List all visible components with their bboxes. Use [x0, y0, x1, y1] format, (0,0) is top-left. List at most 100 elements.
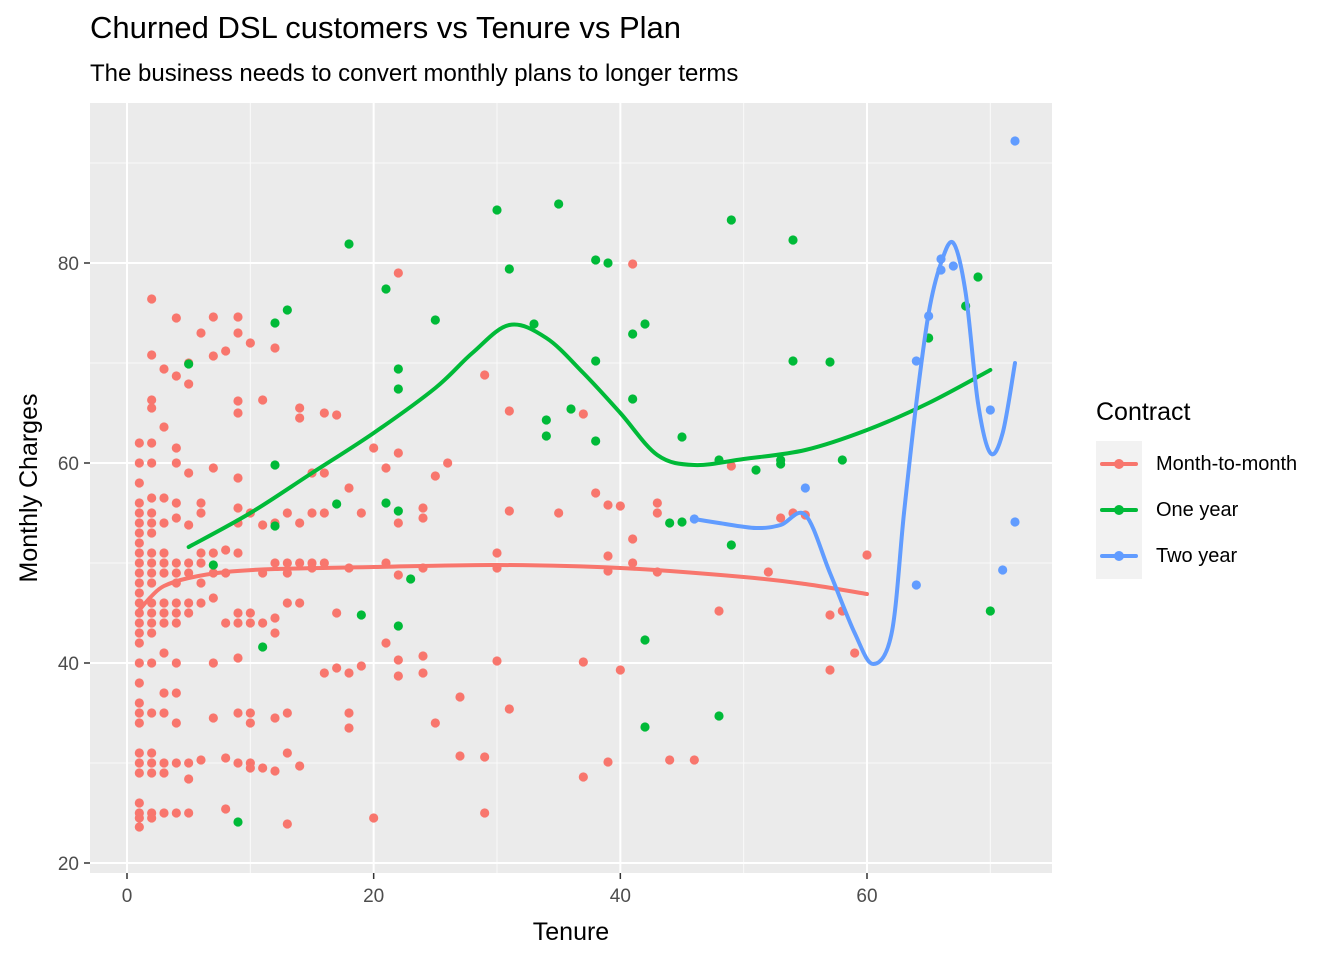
point-month-to-month — [184, 568, 194, 578]
point-month-to-month — [628, 534, 638, 544]
point-month-to-month — [603, 551, 613, 561]
point-month-to-month — [196, 498, 206, 508]
point-month-to-month — [208, 658, 218, 668]
point-one-year — [591, 436, 601, 446]
point-month-to-month — [171, 598, 181, 608]
point-two-year — [911, 356, 921, 366]
point-month-to-month — [344, 723, 354, 733]
point-month-to-month — [159, 618, 169, 628]
point-month-to-month — [159, 708, 169, 718]
legend-key-one-year — [1096, 487, 1142, 533]
point-month-to-month — [393, 655, 403, 665]
point-one-year — [566, 404, 576, 414]
legend-label-month-to-month: Month-to-month — [1156, 452, 1298, 475]
point-month-to-month — [393, 518, 403, 528]
legend-item-one-year: One year — [1096, 487, 1297, 533]
point-month-to-month — [615, 665, 625, 675]
point-month-to-month — [147, 578, 157, 588]
point-month-to-month — [369, 443, 379, 453]
point-month-to-month — [147, 403, 157, 413]
point-month-to-month — [245, 708, 255, 718]
point-month-to-month — [492, 548, 502, 558]
point-one-year — [726, 540, 736, 550]
point-one-year — [640, 635, 650, 645]
point-month-to-month — [147, 350, 157, 360]
point-month-to-month — [171, 371, 181, 381]
point-one-year — [726, 215, 736, 225]
legend-title: Contract — [1096, 398, 1191, 426]
point-month-to-month — [184, 558, 194, 568]
point-month-to-month — [134, 658, 144, 668]
point-month-to-month — [147, 708, 157, 718]
point-month-to-month — [825, 665, 835, 675]
point-month-to-month — [171, 458, 181, 468]
point-month-to-month — [393, 570, 403, 580]
point-one-year — [591, 255, 601, 265]
point-month-to-month — [233, 408, 243, 418]
point-one-year — [714, 711, 724, 721]
point-month-to-month — [233, 708, 243, 718]
point-month-to-month — [159, 688, 169, 698]
point-two-year — [985, 405, 995, 415]
point-month-to-month — [196, 328, 206, 338]
point-month-to-month — [714, 606, 724, 616]
y-tick-label: 20 — [58, 854, 79, 875]
point-two-year — [1010, 136, 1020, 146]
legend: Contract Month-to-month One year Two yea… — [1096, 398, 1297, 579]
smooth-line-two-year — [692, 239, 1017, 666]
point-month-to-month — [689, 755, 699, 765]
point-one-year — [430, 315, 440, 325]
point-month-to-month — [171, 658, 181, 668]
point-month-to-month — [134, 438, 144, 448]
point-month-to-month — [134, 618, 144, 628]
point-month-to-month — [171, 608, 181, 618]
point-month-to-month — [134, 758, 144, 768]
point-one-year — [677, 517, 687, 527]
point-month-to-month — [381, 463, 391, 473]
point-month-to-month — [307, 508, 317, 518]
point-one-year — [640, 722, 650, 732]
point-one-year — [406, 574, 416, 584]
point-month-to-month — [159, 648, 169, 658]
point-month-to-month — [615, 501, 625, 511]
point-one-year — [529, 319, 539, 329]
x-axis: 0 20 40 60 — [122, 873, 878, 907]
point-month-to-month — [221, 753, 231, 763]
point-month-to-month — [184, 774, 194, 784]
point-month-to-month — [208, 713, 218, 723]
point-month-to-month — [134, 538, 144, 548]
point-month-to-month — [134, 518, 144, 528]
point-month-to-month — [159, 422, 169, 432]
point-one-year — [554, 199, 564, 209]
point-one-year — [665, 518, 675, 528]
point-month-to-month — [134, 508, 144, 518]
point-month-to-month — [208, 593, 218, 603]
point-month-to-month — [196, 578, 206, 588]
point-month-to-month — [134, 708, 144, 718]
point-month-to-month — [208, 463, 218, 473]
point-month-to-month — [221, 545, 231, 555]
point-month-to-month — [455, 751, 465, 761]
point-month-to-month — [134, 588, 144, 598]
legend-label-one-year: One year — [1156, 498, 1239, 521]
point-one-year — [344, 239, 354, 249]
grid-major — [90, 103, 1052, 873]
point-month-to-month — [233, 653, 243, 663]
point-month-to-month — [492, 656, 502, 666]
point-month-to-month — [147, 608, 157, 618]
point-one-year — [985, 606, 995, 616]
point-one-year — [356, 610, 366, 620]
point-month-to-month — [443, 458, 453, 468]
smooth-line-month-to-month — [137, 562, 869, 612]
point-month-to-month — [147, 528, 157, 538]
point-one-year — [332, 499, 342, 509]
point-month-to-month — [628, 558, 638, 568]
point-month-to-month — [356, 661, 366, 671]
point-month-to-month — [665, 755, 675, 765]
point-month-to-month — [134, 498, 144, 508]
point-month-to-month — [295, 558, 305, 568]
point-month-to-month — [208, 351, 218, 361]
point-month-to-month — [258, 763, 268, 773]
point-month-to-month — [134, 608, 144, 618]
point-month-to-month — [233, 312, 243, 322]
